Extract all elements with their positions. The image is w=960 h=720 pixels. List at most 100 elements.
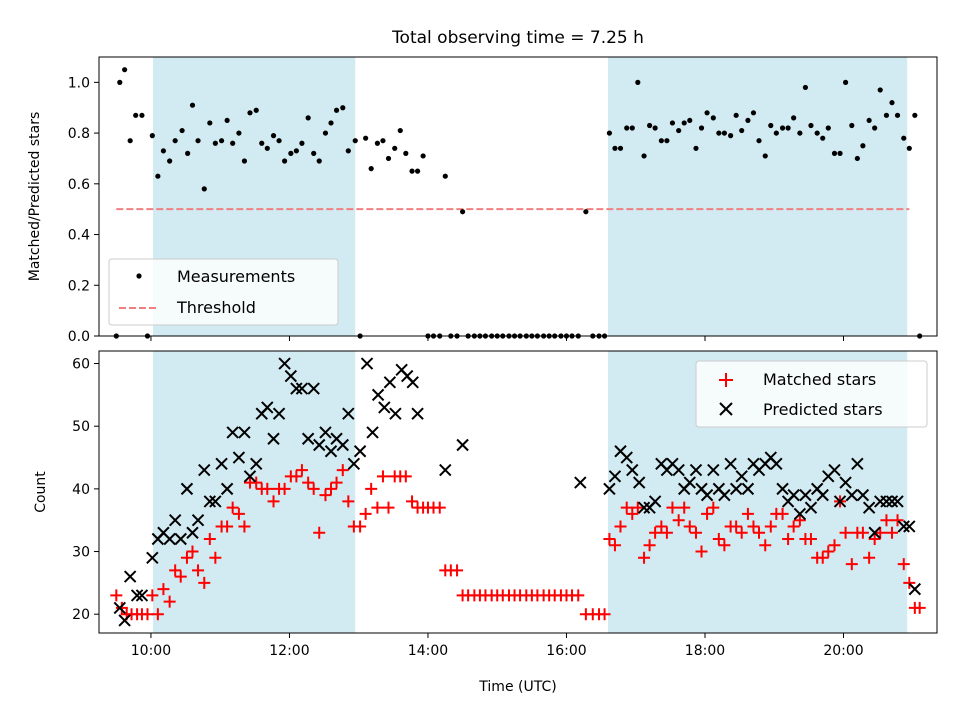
predicted-point — [174, 532, 187, 546]
predicted-point — [180, 482, 194, 496]
data-point — [218, 138, 225, 144]
data-point — [842, 79, 849, 85]
predicted-point — [856, 488, 870, 502]
y-tick-label: 0.6 — [68, 177, 90, 193]
matched-point — [267, 495, 280, 508]
bottom-legend: Matched stars Predicted stars — [695, 360, 928, 428]
matched-point — [110, 589, 123, 602]
data-point — [127, 138, 133, 144]
predicted-point — [648, 495, 662, 508]
matched-point — [782, 533, 795, 545]
matched-point — [672, 514, 685, 527]
x-axis-label: Time (UTC) — [478, 679, 556, 695]
data-point — [241, 158, 248, 164]
predicted-point — [804, 501, 818, 514]
predicted-point — [220, 482, 234, 496]
data-point — [825, 125, 831, 131]
matched-point — [598, 608, 611, 621]
matched-point — [203, 533, 216, 545]
predicted-point — [389, 407, 402, 420]
predicted-point — [839, 476, 852, 489]
data-point — [167, 158, 173, 164]
matched-point — [718, 539, 731, 552]
predicted-point — [735, 470, 748, 483]
matched-point — [198, 576, 211, 589]
predicted-point — [689, 463, 703, 477]
predicted-point — [891, 495, 904, 508]
data-point — [629, 125, 635, 131]
predicted-point — [787, 488, 800, 502]
data-point — [139, 112, 145, 118]
matched-point — [845, 558, 858, 571]
matched-point — [572, 589, 585, 602]
data-point — [831, 150, 838, 156]
predicted-point — [845, 488, 859, 502]
matched-point — [382, 501, 395, 514]
predicted-point — [163, 532, 176, 546]
data-point — [669, 120, 676, 126]
matched-point — [278, 482, 291, 495]
predicted-point — [603, 482, 616, 496]
data-point — [207, 120, 213, 126]
data-point — [253, 107, 259, 113]
data-point — [635, 79, 641, 85]
data-point — [212, 140, 218, 146]
data-point — [658, 138, 664, 144]
legend-label-matched: Matched stars — [763, 370, 876, 389]
matched-point — [399, 470, 412, 483]
matched-point — [822, 545, 835, 558]
matched-point — [793, 514, 806, 527]
legend-label-threshold: Threshold — [176, 298, 256, 317]
predicted-point — [903, 520, 916, 533]
data-point — [185, 150, 191, 156]
data-point — [328, 120, 334, 126]
data-point — [872, 125, 878, 131]
data-point — [311, 150, 317, 156]
predicted-point — [770, 457, 783, 471]
matched-point — [141, 608, 154, 621]
data-point — [698, 125, 705, 131]
matched-point — [371, 501, 384, 514]
x-tick-label: 10:00 — [131, 643, 171, 659]
matched-point — [192, 564, 205, 577]
matched-point — [759, 539, 772, 552]
data-point — [624, 125, 630, 131]
matched-point — [874, 526, 887, 539]
predicted-point — [191, 513, 205, 527]
matched-point — [666, 501, 679, 514]
predicted-point — [880, 495, 893, 508]
matched-point — [701, 507, 714, 520]
predicted-point — [366, 426, 379, 439]
data-point — [442, 173, 448, 179]
data-point — [849, 122, 855, 129]
data-point — [270, 133, 277, 139]
matched-point — [614, 520, 627, 533]
x-tick-label: 16:00 — [546, 643, 586, 659]
matched-point — [330, 476, 343, 489]
x-tick-label: 20:00 — [823, 643, 863, 659]
matched-point — [359, 507, 372, 520]
matched-point — [730, 520, 743, 533]
predicted-point — [313, 438, 326, 452]
matched-point — [776, 507, 789, 520]
data-point — [322, 130, 329, 136]
data-point — [883, 112, 890, 118]
predicted-point — [700, 488, 714, 502]
matched-point — [302, 476, 315, 489]
predicted-point — [295, 382, 309, 395]
data-point — [652, 125, 658, 131]
predicted-point — [608, 470, 622, 483]
matched-point — [828, 539, 841, 552]
predicted-point — [215, 457, 228, 471]
matched-point — [232, 507, 245, 520]
data-point — [288, 150, 294, 156]
y-tick-label: 0.4 — [68, 228, 90, 244]
predicted-point — [851, 457, 864, 471]
y-tick-label: 40 — [72, 482, 90, 498]
data-point — [808, 122, 814, 129]
predicted-point — [198, 463, 211, 477]
predicted-point — [278, 357, 291, 370]
matched-point — [174, 570, 187, 583]
predicted-point — [301, 432, 315, 445]
predicted-point — [250, 457, 263, 471]
